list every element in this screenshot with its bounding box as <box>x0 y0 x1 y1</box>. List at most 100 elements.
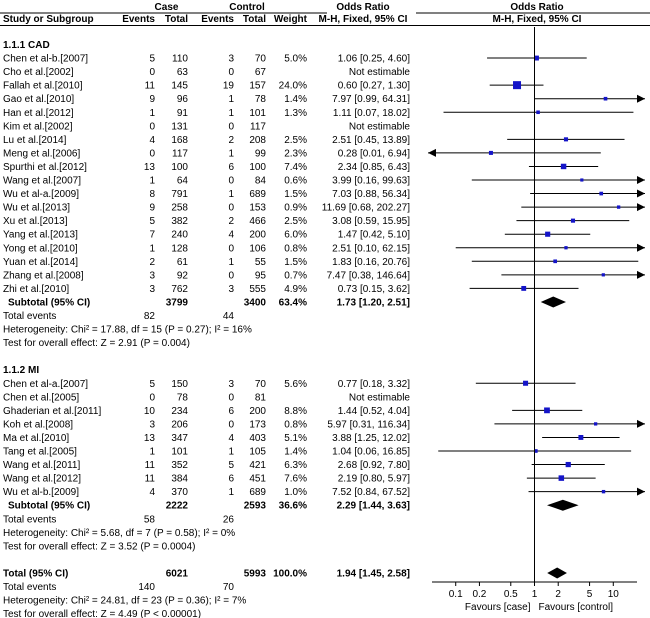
odds-ratio-ci: 5.97 [0.31, 116.34] <box>327 419 410 430</box>
header-case-events: Events <box>122 14 155 25</box>
study-weight: 0.8% <box>284 419 307 430</box>
study-marker <box>521 285 527 291</box>
study-weight: 7.6% <box>284 474 307 485</box>
control-total: 84 <box>255 176 267 187</box>
study-name: Lu et al.[2014] <box>3 135 67 146</box>
subtotal-odds-ratio: 2.29 [1.44, 3.63] <box>337 501 410 512</box>
header-case: Case <box>155 2 179 13</box>
case-events: 11 <box>145 460 156 471</box>
total-diamond <box>547 567 567 579</box>
control-events: 1 <box>228 148 234 159</box>
study-name: Wang et al.[2007] <box>3 176 81 187</box>
case-events: 4 <box>149 135 155 146</box>
case-events: 13 <box>144 433 156 444</box>
study-marker <box>564 246 568 250</box>
case-total: 791 <box>171 189 188 200</box>
control-events: 0 <box>228 243 234 254</box>
case-total: 240 <box>171 230 188 241</box>
study-marker <box>570 218 576 223</box>
study-marker <box>560 163 567 170</box>
favours-control-label: Favours [control] <box>539 602 614 613</box>
study-name: Yuan et al.[2014] <box>3 257 78 268</box>
study-marker <box>544 407 550 414</box>
case-total: 101 <box>171 447 188 458</box>
study-weight: 2.3% <box>284 148 307 159</box>
case-total: 96 <box>177 94 189 105</box>
case-events: 0 <box>149 392 155 403</box>
case-total: 91 <box>177 108 189 119</box>
case-total: 258 <box>171 203 188 214</box>
study-name: Chen et al.[2005] <box>3 392 79 403</box>
study-name: Zhi et al.[2010] <box>3 284 69 295</box>
control-events: 1 <box>228 108 234 119</box>
case-total: 370 <box>171 487 188 498</box>
control-events: 6 <box>228 474 234 485</box>
study-marker <box>523 380 529 386</box>
total-events-label: Total events <box>3 311 56 322</box>
favours-case-label: Favours [case] <box>465 602 531 613</box>
study-name: Han et al.[2012] <box>3 108 74 119</box>
odds-ratio-ci: 0.60 [0.27, 1.30] <box>338 81 411 92</box>
study-name: Wang et al.[2012] <box>3 474 81 485</box>
study-name: Yong et al.[2010] <box>3 243 78 254</box>
control-events: 0 <box>228 392 234 403</box>
case-events: 11 <box>145 81 156 92</box>
study-marker <box>513 81 522 90</box>
study-name: Wu et al-a.[2009] <box>3 189 79 200</box>
odds-ratio-ci: 7.97 [0.99, 64.31] <box>332 94 410 105</box>
study-weight: 2.5% <box>284 216 307 227</box>
study-weight: 1.4% <box>284 447 307 458</box>
control-total: 689 <box>249 487 266 498</box>
x-tick-label: 1 <box>532 589 538 600</box>
x-tick-label: 0.2 <box>472 589 486 600</box>
case-total: 347 <box>171 433 188 444</box>
study-marker <box>558 475 565 481</box>
control-events: 2 <box>228 135 234 146</box>
control-total: 99 <box>255 148 267 159</box>
control-total: 78 <box>255 94 267 105</box>
study-name: Ma et al.[2010] <box>3 433 69 444</box>
study-weight: 0.8% <box>284 243 307 254</box>
control-events: 0 <box>228 176 234 187</box>
control-events: 6 <box>228 162 234 173</box>
total-label: Total (95% CI) <box>3 568 68 579</box>
header-study: Study or Subgroup <box>3 14 94 25</box>
control-events: 1 <box>228 257 234 268</box>
header-control-events: Events <box>201 14 234 25</box>
case-events: 0 <box>149 148 155 159</box>
case-total: 145 <box>171 81 188 92</box>
subtotal-diamond <box>540 296 566 308</box>
grand-total-events-label: Total events <box>3 582 56 593</box>
x-tick-label: 10 <box>608 589 620 600</box>
subtotal-label: Subtotal (95% CI) <box>8 297 90 308</box>
control-total: 101 <box>249 108 266 119</box>
case-total: 92 <box>177 270 189 281</box>
case-total: 168 <box>171 135 188 146</box>
control-events: 0 <box>228 203 234 214</box>
study-name: Chen et al-b.[2007] <box>3 54 88 65</box>
overall-effect-text: Test for overall effect: Z = 2.91 (P = 0… <box>3 338 190 349</box>
study-name: Wu et al-b.[2009] <box>3 487 79 498</box>
odds-ratio-ci: 1.47 [0.42, 5.10] <box>338 230 411 241</box>
case-events: 9 <box>149 203 155 214</box>
case-total: 117 <box>172 148 188 159</box>
odds-ratio-ci: 0.28 [0.01, 6.94] <box>338 148 411 159</box>
study-weight: 2.5% <box>284 135 307 146</box>
study-marker <box>601 489 606 494</box>
study-weight: 6.3% <box>284 460 307 471</box>
study-weight: 5.6% <box>284 379 307 390</box>
odds-ratio-ci: 7.52 [0.84, 67.52] <box>332 487 410 498</box>
case-events: 5 <box>149 54 155 65</box>
odds-ratio-ci: 0.73 [0.15, 3.62] <box>338 284 411 295</box>
total-heterogeneity-text: Heterogeneity: Chi² = 24.81, df = 23 (P … <box>3 596 246 607</box>
total-overall-effect-text: Test for overall effect: Z = 4.49 (P < 0… <box>3 609 201 618</box>
study-weight: 5.1% <box>284 433 307 444</box>
control-total: 555 <box>249 284 266 295</box>
ci-arrow-right <box>637 176 645 184</box>
subgroup-title: 1.1.2 MI <box>3 365 39 376</box>
odds-ratio-ci: 7.03 [0.88, 56.34] <box>332 189 410 200</box>
subgroup-title: 1.1.1 CAD <box>3 40 50 51</box>
x-tick-label: 2 <box>555 589 561 600</box>
case-total: 150 <box>171 379 188 390</box>
